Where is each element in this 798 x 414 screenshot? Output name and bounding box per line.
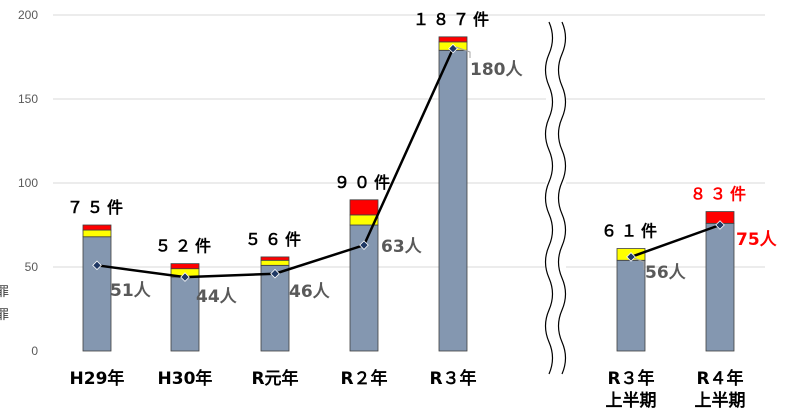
line-marker xyxy=(715,220,725,230)
bar-segment xyxy=(260,264,290,352)
bar-segment xyxy=(260,259,290,266)
people-count-label: 63人 xyxy=(381,237,423,257)
x-category-label: H29年 xyxy=(70,368,125,389)
bar-segment xyxy=(438,49,468,352)
axis-break-gap xyxy=(546,22,566,344)
bar-segment xyxy=(170,263,200,270)
bar-total-label: ８３件 xyxy=(690,185,750,204)
y-tick-label: 50 xyxy=(25,260,39,274)
people-line xyxy=(92,43,725,282)
leader-line xyxy=(633,257,645,270)
line-marker xyxy=(359,240,369,250)
line-marker xyxy=(270,268,280,279)
leader-line xyxy=(455,46,471,58)
people-count-label: 75人 xyxy=(736,230,778,250)
x-category-label: R元年 xyxy=(251,368,298,389)
left-edge-fragments: 罪罪 xyxy=(0,285,9,323)
y-tick-label: 100 xyxy=(18,176,38,190)
y-tick-label: 150 xyxy=(18,92,38,106)
people-count-label: 180人 xyxy=(470,60,523,80)
bar-segment xyxy=(82,236,112,352)
bar-segment xyxy=(82,224,112,231)
bar-total-label: ７５件 xyxy=(67,198,127,217)
y-tick-label: 0 xyxy=(31,344,38,358)
line-marker xyxy=(626,252,636,262)
line-segment xyxy=(630,223,721,259)
x-category-label: R４年 xyxy=(696,368,743,389)
people-count-label: 51人 xyxy=(110,281,152,301)
x-category-label: R３年 xyxy=(429,368,476,389)
bar-total-label: ５６件 xyxy=(245,230,305,249)
bar-segment xyxy=(705,222,735,352)
x-category-label: R３年 xyxy=(607,368,654,389)
people-count-label: 46人 xyxy=(289,282,331,302)
people-count-label: 44人 xyxy=(196,287,238,307)
bar-segment xyxy=(82,229,112,238)
bar-segment xyxy=(260,256,290,261)
bar-segment xyxy=(616,259,646,352)
clipped-text-fragment: 罪 xyxy=(0,308,9,323)
x-category-label: H30年 xyxy=(158,368,213,389)
people-count-label: 56人 xyxy=(645,263,687,283)
bar-total-label: ６１件 xyxy=(601,222,661,241)
axis-break-line xyxy=(544,21,554,375)
x-category-label: R２年 xyxy=(340,368,387,389)
bar-total-label: １８７件 xyxy=(413,10,493,29)
y-gridlines xyxy=(53,14,765,268)
bar-series xyxy=(82,36,735,352)
line-marker xyxy=(92,260,102,271)
x-category-label: 上半期 xyxy=(695,390,746,411)
bar-segment xyxy=(438,36,468,43)
y-axis: 0 50 100 150 200 xyxy=(18,8,38,358)
clipped-text-fragment: 罪 xyxy=(0,285,9,300)
line-marker xyxy=(180,272,190,282)
y-tick-label: 200 xyxy=(18,8,38,22)
bar-total-label: ９０件 xyxy=(334,173,394,192)
data-labels: ７５件 51人 ５２件 44人 ５６件 46人 ９０件 63人 １８７件 180人 ６１件 56人 ８３… xyxy=(67,10,778,307)
bar-total-label: ５２件 xyxy=(155,237,215,256)
axis-break xyxy=(544,21,567,375)
bar-segment xyxy=(170,276,200,352)
line-marker xyxy=(448,43,458,54)
bar-segment xyxy=(349,199,379,216)
axis-break-line xyxy=(557,21,567,375)
x-category-label: 上半期 xyxy=(606,390,657,411)
